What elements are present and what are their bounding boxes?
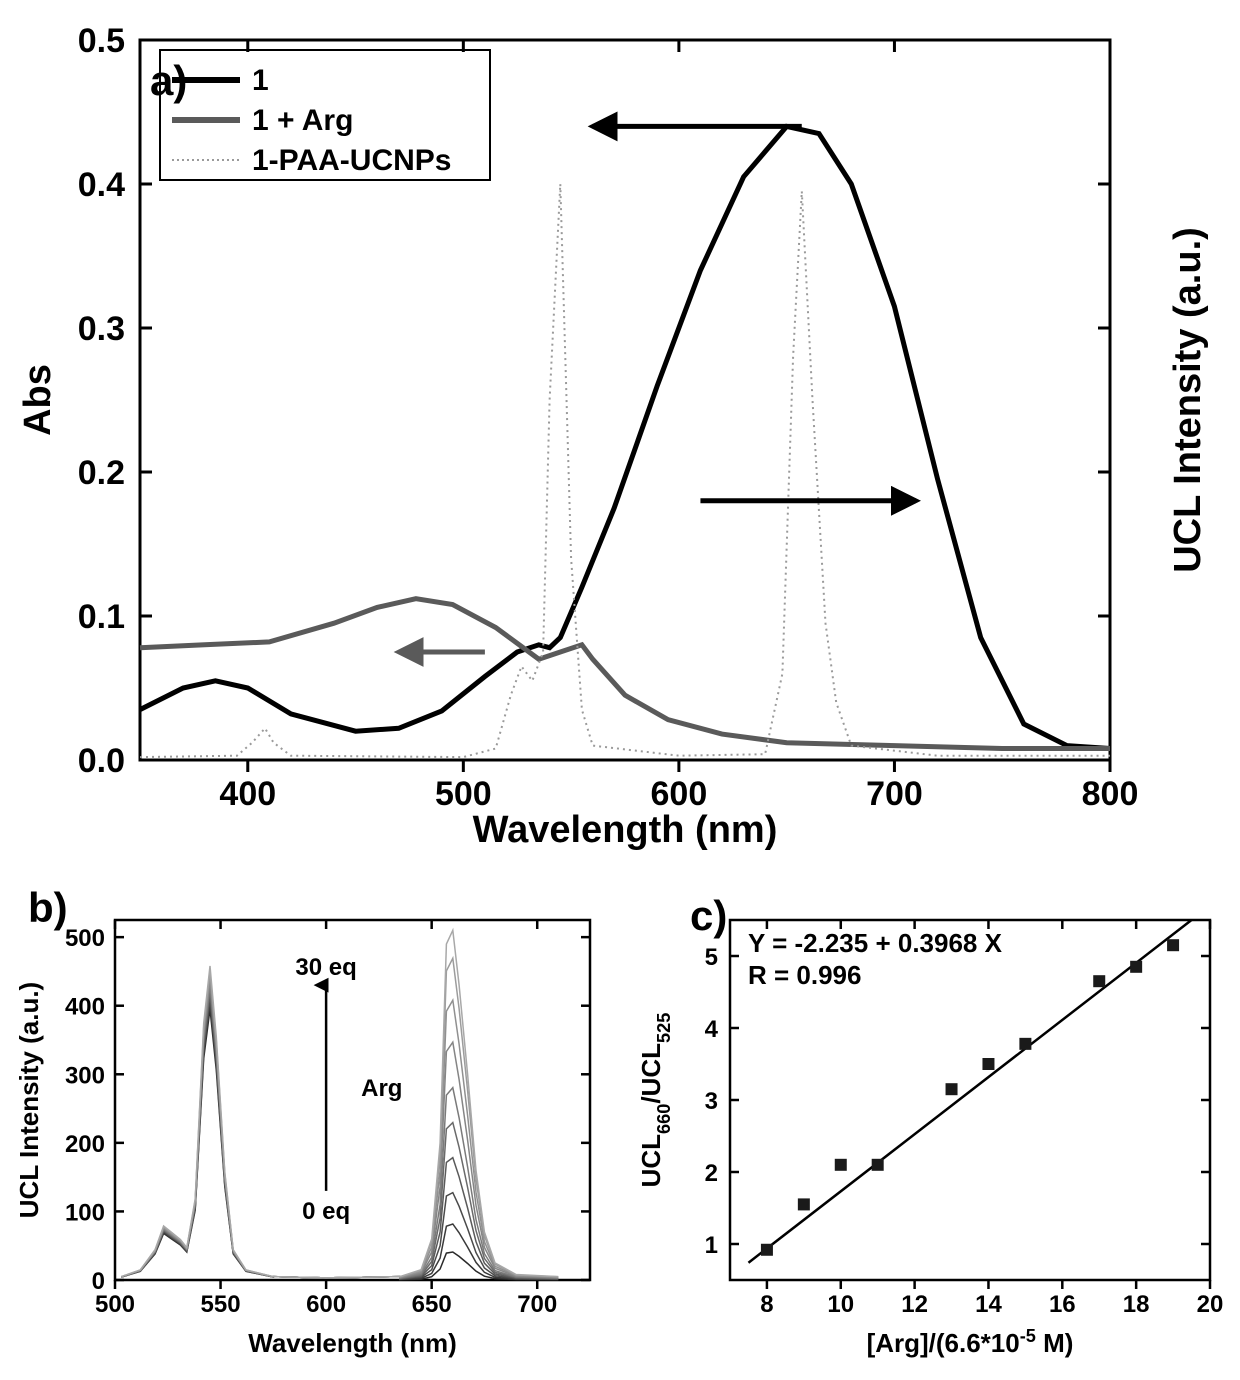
svg-text:UCL660/UCL525: UCL660/UCL525	[636, 1013, 674, 1188]
svg-text:600: 600	[651, 775, 708, 813]
svg-text:800: 800	[1082, 775, 1139, 813]
svg-text:Wavelength (nm): Wavelength (nm)	[248, 1328, 456, 1358]
svg-text:20: 20	[1197, 1291, 1224, 1318]
series-1 + Arg	[140, 599, 1110, 749]
svg-text:400: 400	[219, 775, 276, 813]
svg-text:10: 10	[827, 1291, 854, 1318]
svg-text:600: 600	[306, 1291, 346, 1318]
svg-text:1: 1	[705, 1232, 718, 1259]
svg-text:Arg: Arg	[361, 1075, 402, 1102]
svg-text:0.4: 0.4	[78, 166, 125, 204]
svg-text:12: 12	[901, 1291, 928, 1318]
fit-r: R = 0.996	[748, 960, 861, 990]
panel-c-label: c)	[690, 892, 727, 939]
svg-text:[Arg]/(6.6*10-5 M): [Arg]/(6.6*10-5 M)	[867, 1326, 1074, 1358]
xlabel: Wavelength (nm)	[473, 809, 778, 851]
svg-text:700: 700	[517, 1291, 557, 1318]
svg-text:500: 500	[95, 1291, 135, 1318]
svg-text:300: 300	[65, 1062, 105, 1089]
svg-text:500: 500	[65, 925, 105, 952]
svg-text:UCL Intensity (a.u.): UCL Intensity (a.u.)	[14, 982, 44, 1218]
svg-text:8: 8	[760, 1291, 773, 1318]
svg-text:550: 550	[201, 1291, 241, 1318]
panel-c-chart: 810121416182012345[Arg]/(6.6*10-5 M)UCL6…	[630, 880, 1230, 1370]
svg-text:30 eq: 30 eq	[295, 954, 356, 981]
svg-text:Abs: Abs	[17, 364, 59, 436]
svg-text:0: 0	[92, 1268, 105, 1295]
svg-text:400: 400	[65, 994, 105, 1021]
svg-text:650: 650	[412, 1291, 452, 1318]
panel-a-label: a)	[150, 57, 187, 104]
svg-text:700: 700	[866, 775, 923, 813]
svg-text:200: 200	[65, 1131, 105, 1158]
svg-text:500: 500	[435, 775, 492, 813]
svg-text:1 + Arg: 1 + Arg	[252, 104, 353, 137]
panel-b-label: b)	[28, 884, 68, 931]
svg-text:3: 3	[705, 1088, 718, 1115]
svg-text:100: 100	[65, 1199, 105, 1226]
svg-text:0 eq: 0 eq	[302, 1198, 350, 1225]
svg-text:2: 2	[705, 1160, 718, 1187]
svg-text:0.0: 0.0	[78, 742, 125, 780]
panel-b-chart: 500 550 600 650 700 0 100 200 300 400 500 Wavelengt…	[10, 880, 610, 1370]
svg-text:4: 4	[705, 1016, 719, 1043]
svg-text:1-PAA-UCNPs: 1-PAA-UCNPs	[252, 144, 451, 177]
panel-a-chart: 400 500 600 700 800 0.0 0.1 0.2 0.3 0.4 0.5 Wavelen…	[10, 10, 1230, 860]
fit-equation: Y = -2.235 + 0.3968 X	[748, 928, 1003, 958]
legend: 1 1 + Arg 1-PAA-UCNPs	[160, 50, 490, 180]
svg-text:18: 18	[1123, 1291, 1150, 1318]
svg-text:0.3: 0.3	[78, 310, 125, 348]
svg-text:0.5: 0.5	[78, 22, 125, 60]
svg-text:0.2: 0.2	[78, 454, 125, 492]
svg-text:5: 5	[705, 944, 718, 971]
svg-text:16: 16	[1049, 1291, 1076, 1318]
svg-text:0.1: 0.1	[78, 598, 125, 636]
svg-text:UCL Intensity (a.u.): UCL Intensity (a.u.)	[1167, 227, 1209, 573]
svg-text:14: 14	[975, 1291, 1002, 1318]
svg-text:1: 1	[252, 64, 269, 97]
series-1	[140, 126, 1110, 748]
